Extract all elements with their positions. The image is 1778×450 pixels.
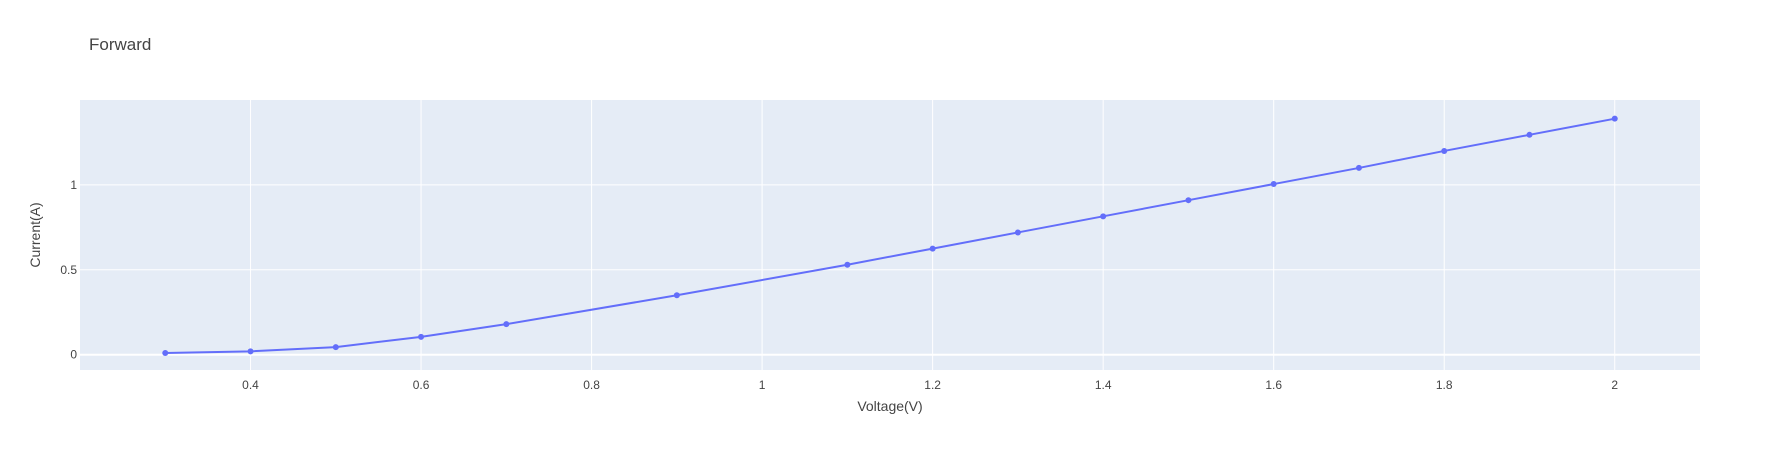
y-tick-label: 0.5 xyxy=(60,263,77,277)
data-point[interactable] xyxy=(1611,115,1618,122)
y-tick-labels: 00.51 xyxy=(60,178,77,362)
data-point[interactable] xyxy=(1441,147,1448,154)
x-axis-label: Voltage(V) xyxy=(857,398,922,414)
data-point[interactable] xyxy=(1185,197,1192,204)
data-point[interactable] xyxy=(418,333,425,340)
x-tick-label: 0.6 xyxy=(413,378,430,392)
x-tick-label: 1 xyxy=(759,378,766,392)
data-point[interactable] xyxy=(673,292,680,299)
y-tick-label: 1 xyxy=(70,178,77,192)
y-axis-label: Current(A) xyxy=(27,202,43,267)
data-point[interactable] xyxy=(332,344,339,351)
x-tick-label: 0.4 xyxy=(242,378,259,392)
series-line xyxy=(165,117,1615,355)
x-tick-label: 2 xyxy=(1611,378,1618,392)
data-point[interactable] xyxy=(247,348,254,355)
x-tick-labels: 0.4 0.6 0.8 1 1.2 1.4 1.6 1.8 2 xyxy=(242,378,1618,392)
x-tick-label: 1.6 xyxy=(1265,378,1282,392)
grid-lines xyxy=(80,100,1700,370)
data-point[interactable] xyxy=(1014,229,1021,236)
data-point[interactable] xyxy=(1526,131,1533,138)
x-tick-label: 1.4 xyxy=(1095,378,1112,392)
x-tick-label: 1.8 xyxy=(1436,378,1453,392)
data-point[interactable] xyxy=(1270,181,1277,188)
data-point[interactable] xyxy=(929,245,936,252)
data-point[interactable] xyxy=(162,350,169,357)
data-point[interactable] xyxy=(1100,213,1107,220)
plot-background xyxy=(80,100,1700,370)
data-point[interactable] xyxy=(1355,164,1362,171)
y-tick-label: 0 xyxy=(70,348,77,362)
x-tick-label: 0.8 xyxy=(583,378,600,392)
data-point[interactable] xyxy=(503,321,510,328)
x-tick-label: 1.2 xyxy=(924,378,941,392)
data-point[interactable] xyxy=(844,261,851,268)
chart-title: Forward xyxy=(89,35,151,54)
series-group xyxy=(162,115,1618,357)
